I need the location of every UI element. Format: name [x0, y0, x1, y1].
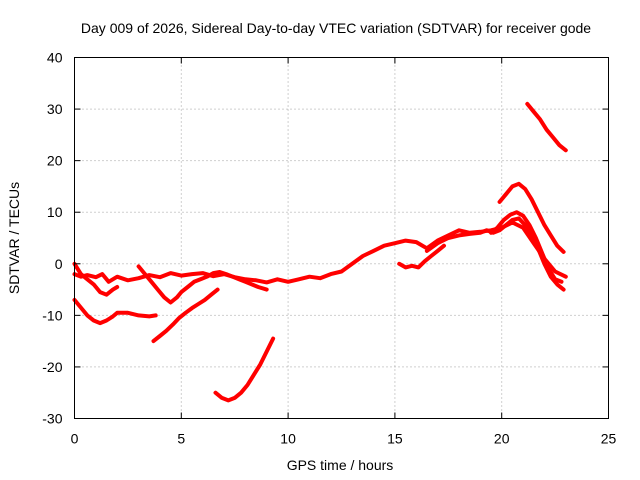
y-tick-label: -20: [42, 359, 62, 375]
series-line-arc-6: [213, 336, 276, 403]
series-line-arc-7: [397, 243, 446, 270]
y-tick-label: -30: [42, 411, 62, 427]
x-tick-label: 25: [601, 431, 617, 447]
x-tick-label: 10: [280, 431, 296, 447]
y-tick-label: 0: [55, 256, 63, 272]
series-line-arc-10: [489, 210, 564, 284]
series-line-arc-4: [136, 264, 269, 305]
series-group: [72, 101, 568, 403]
series-line-arc-3: [72, 261, 120, 297]
series-line-arc-11: [525, 101, 568, 153]
y-axis-label: SDTVAR / TECUs: [6, 182, 22, 294]
series-line-arc-9: [497, 181, 566, 254]
y-tick-label: 20: [47, 153, 63, 169]
x-tick-label: 0: [71, 431, 79, 447]
y-tick-label: 30: [47, 101, 63, 117]
x-axis-label: GPS time / hours: [287, 457, 394, 473]
y-tick-label: 40: [47, 50, 63, 66]
chart-title: Day 009 of 2026, Sidereal Day-to-day VTE…: [81, 20, 591, 36]
series-line-arc-2: [72, 297, 158, 326]
x-tick-label: 15: [387, 431, 403, 447]
x-tick-label: 20: [494, 431, 510, 447]
y-tick-label: 10: [47, 204, 63, 220]
y-tick-label: -10: [42, 307, 62, 323]
x-tick-labels: 0 5 10 15 20 25: [71, 431, 617, 447]
x-tick-label: 5: [177, 431, 185, 447]
ticks: [74, 57, 609, 419]
y-tick-labels: -30 -20 -10 0 10 20 30 40: [42, 50, 62, 427]
series-line-arc-5: [151, 287, 220, 344]
plot-frame: [74, 57, 609, 419]
series-line-arc-8: [424, 216, 566, 292]
